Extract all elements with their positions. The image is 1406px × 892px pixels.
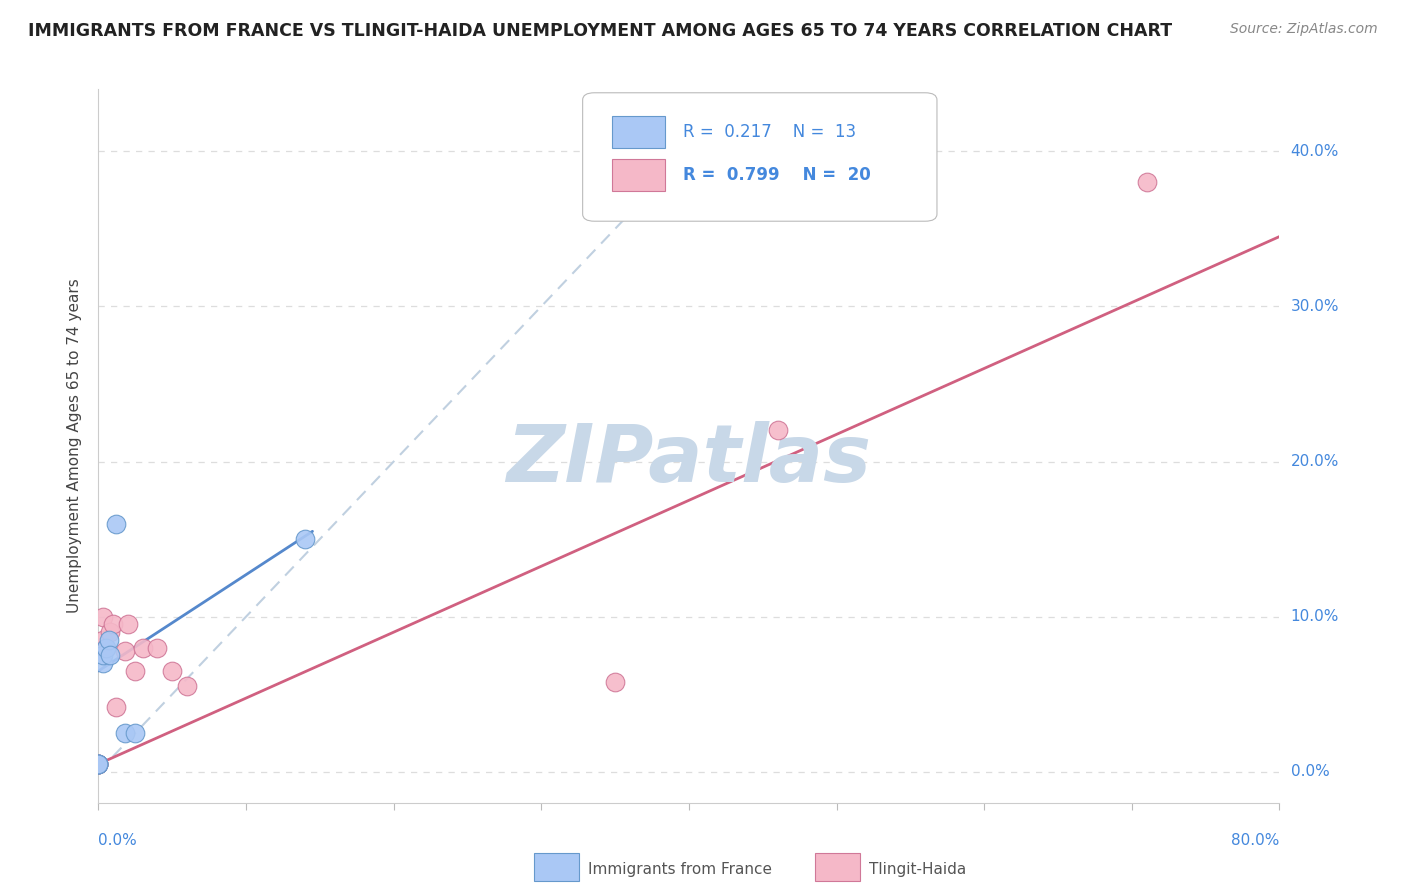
Point <box>294 532 316 546</box>
Text: ZIPatlas: ZIPatlas <box>506 421 872 500</box>
FancyBboxPatch shape <box>612 159 665 191</box>
Text: 80.0%: 80.0% <box>1232 833 1279 848</box>
Point <box>1135 175 1157 189</box>
FancyBboxPatch shape <box>582 93 936 221</box>
Point <box>87 757 110 772</box>
Point <box>91 632 114 647</box>
Point <box>124 726 146 740</box>
Point <box>98 625 121 640</box>
Point <box>91 609 114 624</box>
Point <box>94 640 117 655</box>
Y-axis label: Unemployment Among Ages 65 to 74 years: Unemployment Among Ages 65 to 74 years <box>67 278 83 614</box>
Point <box>146 640 169 655</box>
Point <box>97 632 120 647</box>
Point <box>117 617 139 632</box>
Text: 20.0%: 20.0% <box>1291 454 1339 469</box>
Point <box>162 664 183 678</box>
Text: R =  0.799    N =  20: R = 0.799 N = 20 <box>683 166 870 184</box>
Text: 30.0%: 30.0% <box>1291 299 1339 314</box>
Point <box>124 664 146 678</box>
Point <box>98 648 121 663</box>
Point <box>105 699 128 714</box>
Text: IMMIGRANTS FROM FRANCE VS TLINGIT-HAIDA UNEMPLOYMENT AMONG AGES 65 TO 74 YEARS C: IMMIGRANTS FROM FRANCE VS TLINGIT-HAIDA … <box>28 22 1173 40</box>
Text: Tlingit-Haida: Tlingit-Haida <box>869 863 966 877</box>
Point <box>91 648 114 663</box>
Text: 0.0%: 0.0% <box>1291 764 1329 780</box>
Text: 40.0%: 40.0% <box>1291 144 1339 159</box>
Point <box>105 516 128 531</box>
Point <box>176 680 198 694</box>
FancyBboxPatch shape <box>612 116 665 148</box>
Point <box>87 757 110 772</box>
Point <box>91 656 114 670</box>
Text: 0.0%: 0.0% <box>98 833 138 848</box>
Point <box>87 757 110 772</box>
Point <box>87 757 110 772</box>
Point <box>87 757 110 772</box>
Point <box>605 674 627 689</box>
Text: 10.0%: 10.0% <box>1291 609 1339 624</box>
Point <box>114 644 136 658</box>
Point <box>103 617 125 632</box>
Point <box>87 757 110 772</box>
Point <box>766 424 789 438</box>
Point <box>87 757 110 772</box>
Text: Immigrants from France: Immigrants from France <box>588 863 772 877</box>
Point <box>132 640 155 655</box>
Point <box>87 757 110 772</box>
Text: Source: ZipAtlas.com: Source: ZipAtlas.com <box>1230 22 1378 37</box>
Point <box>94 640 117 655</box>
Point <box>114 726 136 740</box>
Text: R =  0.217    N =  13: R = 0.217 N = 13 <box>683 123 856 141</box>
